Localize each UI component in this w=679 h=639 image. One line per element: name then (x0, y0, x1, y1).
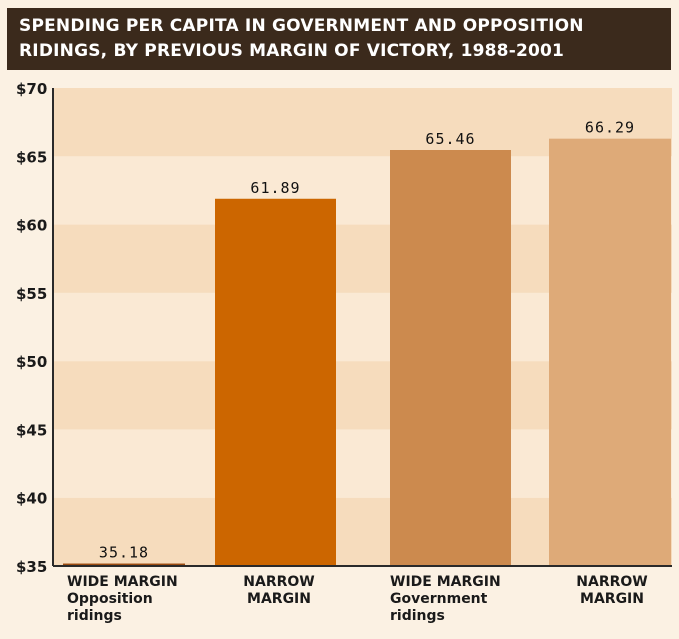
y-tick-label: $35 (16, 558, 47, 576)
chart-title: SPENDING PER CAPITA IN GOVERNMENT AND OP… (7, 8, 671, 70)
bar (390, 150, 511, 567)
data-labels: 35.18 61.89 65.46 66.29 (99, 119, 635, 562)
y-tick-label: $45 (16, 421, 47, 439)
chart-title-line-1: SPENDING PER CAPITA IN GOVERNMENT AND OP… (19, 16, 584, 36)
data-label: 65.46 (425, 130, 475, 148)
x-tick-label: WIDE MARGIN Government ridings (390, 574, 501, 624)
bar (63, 563, 185, 566)
bars (63, 138, 671, 567)
x-axis-labels: WIDE MARGIN Opposition ridings NARROW MARGIN… (67, 574, 648, 624)
y-tick-label: $50 (16, 353, 47, 371)
y-tick-label: $40 (16, 490, 47, 508)
y-tick-label: $55 (16, 285, 47, 303)
bar (549, 138, 671, 566)
x-tick-label: NARROW MARGIN (576, 574, 647, 607)
y-tick-label: $65 (16, 148, 47, 166)
x-tick-label: WIDE MARGIN Opposition ridings (67, 574, 178, 624)
axes (52, 88, 672, 567)
chart-title-line-2: RIDINGS, BY PREVIOUS MARGIN OF VICTORY, … (19, 41, 565, 61)
bar (215, 198, 336, 566)
data-label: 61.89 (250, 179, 300, 197)
data-label: 35.18 (99, 544, 149, 562)
y-axis-ticks: $35 $40 $45 $50 $55 $60 $65 $70 (16, 80, 47, 576)
x-tick-label: NARROW MARGIN (243, 574, 314, 607)
data-label: 66.29 (585, 119, 635, 137)
y-tick-label: $60 (16, 217, 47, 235)
y-tick-label: $70 (16, 80, 47, 98)
